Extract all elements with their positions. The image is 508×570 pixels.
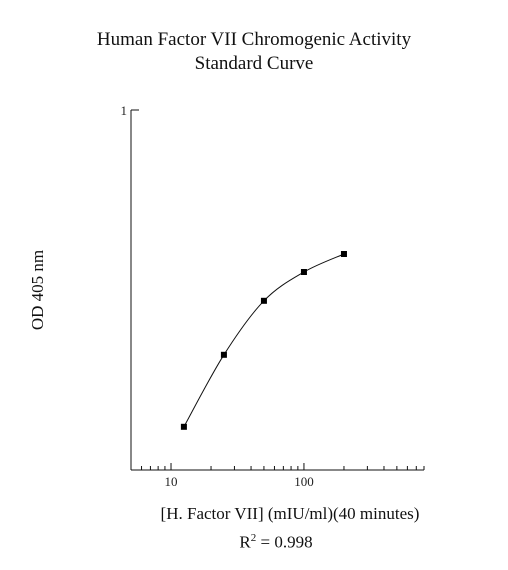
data-point	[300, 269, 307, 275]
r-squared-label: R2 = 0.998	[0, 532, 508, 553]
r-squared-prefix: R	[239, 532, 251, 552]
y-tick-label: 1	[121, 103, 128, 118]
chart-title-line-2: Standard Curve	[194, 53, 314, 74]
data-point	[180, 423, 187, 430]
y-axis-title: OD 405 nm	[28, 250, 47, 330]
x-tick-label: 10	[165, 474, 178, 489]
chart-title-line-1: Human Factor VII Chromogenic Activity	[96, 29, 412, 50]
standard-curve-line	[183, 253, 345, 428]
y-axis-ticks: 1	[121, 103, 139, 118]
r-squared-superscript: 2	[250, 532, 257, 544]
x-axis-ticks: 10 100	[130, 463, 425, 489]
x-axis-title: [H. Factor VII] (mIU/ml)(40 minutes)	[160, 504, 420, 523]
r-squared-value: = 0.998	[256, 532, 313, 552]
data-point	[340, 251, 347, 257]
data-point	[220, 351, 227, 358]
chart-title: Human Factor VII Chromogenic Activity St…	[0, 28, 508, 76]
data-point	[260, 297, 267, 304]
x-tick-label: 100	[294, 474, 314, 489]
data-points	[180, 251, 347, 430]
